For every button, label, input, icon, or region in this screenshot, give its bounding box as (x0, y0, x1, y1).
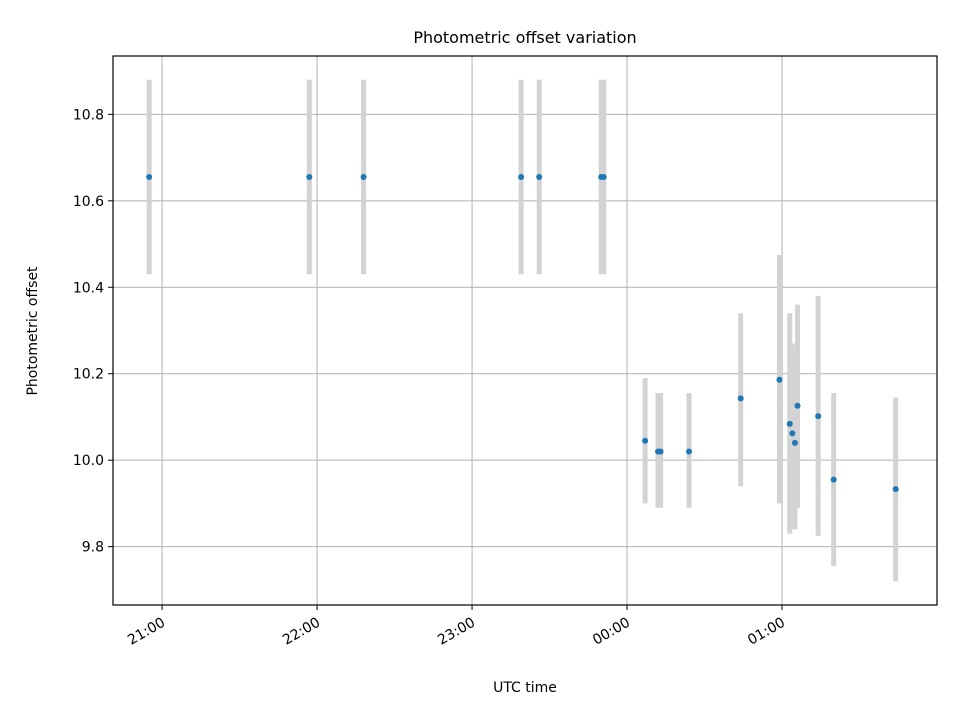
data-point (815, 413, 822, 420)
data-point (518, 174, 525, 181)
y-tick-label: 10.8 (73, 107, 104, 123)
data-point (642, 437, 649, 444)
data-point (146, 174, 153, 181)
data-point (830, 476, 837, 483)
y-tick-label: 10.2 (73, 367, 104, 383)
y-tick-label: 10.6 (73, 194, 104, 210)
y-axis-label: Photometric offset (25, 266, 41, 396)
y-tick-label: 10.0 (73, 453, 104, 469)
data-point (360, 174, 367, 181)
chart-title: Photometric offset variation (413, 28, 636, 47)
data-point (776, 376, 783, 383)
data-point (786, 420, 793, 427)
data-point (306, 174, 313, 181)
x-axis-label: UTC time (493, 680, 557, 696)
y-axis-ticks: 9.8 10.0 10.2 10.4 10.6 10.8 (73, 107, 113, 556)
grid (113, 56, 937, 605)
y-tick-label: 10.4 (73, 280, 104, 296)
data-point (892, 486, 899, 493)
y-tick-label: 9.8 (82, 540, 104, 556)
data-points (146, 174, 899, 493)
data-point (791, 439, 798, 446)
data-point (789, 430, 796, 437)
data-point (657, 448, 664, 455)
plot-area-frame (112, 55, 938, 606)
data-point (536, 174, 543, 181)
data-point (600, 174, 607, 181)
data-point (737, 395, 744, 402)
data-point (686, 448, 693, 455)
data-point (794, 402, 801, 409)
